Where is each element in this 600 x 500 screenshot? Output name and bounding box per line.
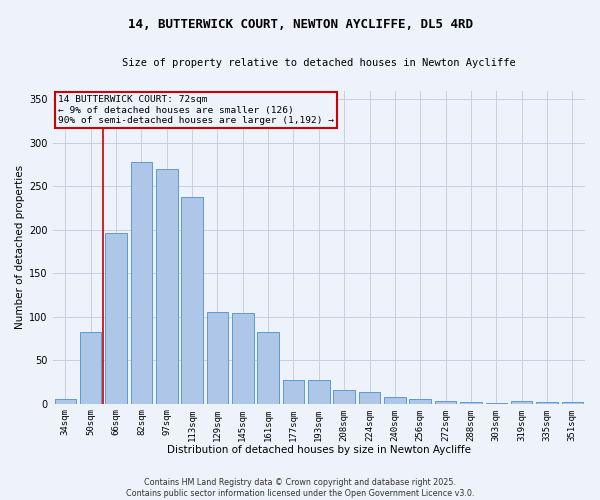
Bar <box>536 402 558 404</box>
Bar <box>511 401 532 404</box>
Bar <box>156 169 178 404</box>
Bar <box>105 233 127 404</box>
Text: 14, BUTTERWICK COURT, NEWTON AYCLIFFE, DL5 4RD: 14, BUTTERWICK COURT, NEWTON AYCLIFFE, D… <box>128 18 473 30</box>
X-axis label: Distribution of detached houses by size in Newton Aycliffe: Distribution of detached houses by size … <box>167 445 471 455</box>
Bar <box>435 401 457 404</box>
Bar <box>308 380 329 404</box>
Bar <box>409 398 431 404</box>
Bar <box>384 397 406 404</box>
Bar <box>460 402 482 404</box>
Bar <box>131 162 152 404</box>
Text: Contains HM Land Registry data © Crown copyright and database right 2025.
Contai: Contains HM Land Registry data © Crown c… <box>126 478 474 498</box>
Bar <box>334 390 355 404</box>
Bar <box>55 400 76 404</box>
Text: 14 BUTTERWICK COURT: 72sqm
← 9% of detached houses are smaller (126)
90% of semi: 14 BUTTERWICK COURT: 72sqm ← 9% of detac… <box>58 95 334 125</box>
Bar <box>283 380 304 404</box>
Bar <box>80 332 101 404</box>
Bar <box>232 313 254 404</box>
Y-axis label: Number of detached properties: Number of detached properties <box>15 165 25 329</box>
Title: Size of property relative to detached houses in Newton Aycliffe: Size of property relative to detached ho… <box>122 58 516 68</box>
Bar <box>485 403 507 404</box>
Bar <box>181 196 203 404</box>
Bar <box>257 332 279 404</box>
Bar <box>562 402 583 404</box>
Bar <box>206 312 228 404</box>
Bar <box>359 392 380 404</box>
